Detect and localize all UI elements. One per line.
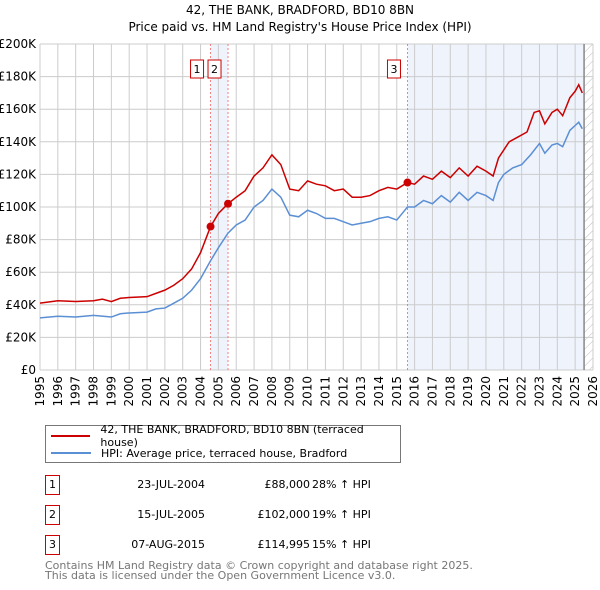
chart-title: 42, THE BANK, BRADFORD, BD10 8BN [186, 3, 414, 17]
sale-price: £102,000 [257, 508, 311, 521]
x-tick-label: 1996 [51, 376, 65, 407]
x-tick-label: 2007 [247, 376, 261, 407]
red-line-swatch [51, 435, 91, 437]
x-tick-label: 2025 [568, 376, 582, 407]
footer: Contains HM Land Registry data © Crown c… [45, 559, 473, 582]
sale-row: 2 15-JUL-2005 £102,000 19% ↑ HPI [45, 505, 445, 525]
y-tick-label: £200K [0, 37, 37, 51]
x-tick-label: 2011 [318, 376, 332, 407]
x-tick-label: 2020 [479, 376, 493, 407]
sale-price: £114,995 [257, 538, 311, 551]
sale-marker-label: 2 [211, 63, 218, 76]
series-line [39, 83, 583, 304]
x-tick-label: 2017 [425, 376, 439, 407]
x-tick-label: 2006 [229, 376, 243, 407]
y-tick-label: £60K [5, 265, 37, 279]
series-line [39, 121, 583, 319]
y-tick-label: £160K [0, 102, 37, 116]
x-tick-label: 2023 [532, 376, 546, 407]
y-tick-label: £100K [0, 200, 37, 214]
sale-marker-box [190, 59, 205, 79]
legend-item-hpi: HPI: Average price, terraced house, Brad… [46, 445, 347, 461]
footer-copyright: Contains HM Land Registry data © Crown c… [45, 559, 473, 572]
legend-item-property: 42, THE BANK, BRADFORD, BD10 8BN (terrac… [46, 423, 400, 449]
x-tick-label: 2016 [408, 376, 422, 407]
legend: 42, THE BANK, BRADFORD, BD10 8BN (terrac… [45, 423, 401, 463]
sale-date: 23-JUL-2004 [137, 478, 205, 491]
sale-marker-badge: 3 [45, 535, 60, 555]
x-tick-label: 2013 [354, 376, 368, 407]
x-tick-label: 2002 [158, 376, 172, 407]
x-tick-label: 2015 [390, 376, 404, 407]
sale-price: £88,000 [264, 478, 311, 491]
sale-marker-box [386, 59, 401, 79]
sale-marker-label: 3 [390, 63, 397, 76]
x-tick-label: 2004 [194, 376, 208, 407]
sale-row: 3 07-AUG-2015 £114,995 15% ↑ HPI [45, 535, 445, 555]
sale-marker-box [207, 59, 222, 79]
x-tick-label: 2022 [515, 376, 529, 407]
x-tick-label: 1999 [104, 376, 118, 407]
x-tick-label: 2009 [283, 376, 297, 407]
sale-marker-badge: 1 [45, 475, 60, 495]
sale-date: 07-AUG-2015 [131, 538, 205, 551]
y-tick-label: £0 [21, 363, 36, 377]
y-tick-label: £120K [0, 167, 37, 181]
x-tick-label: 2021 [497, 376, 511, 407]
x-tick-label: 1995 [33, 376, 47, 407]
x-tick-label: 1997 [69, 376, 83, 407]
x-tick-label: 2014 [372, 376, 386, 407]
y-tick-label: £140K [0, 135, 37, 149]
x-tick-label: 2024 [550, 376, 564, 407]
y-tick-label: £80K [5, 233, 37, 247]
x-tick-label: 1998 [87, 376, 101, 407]
x-tick-label: 2010 [301, 376, 315, 407]
sale-point [206, 222, 215, 231]
x-tick-label: 2001 [140, 376, 154, 407]
y-tick-label: £180K [0, 70, 37, 84]
sale-hpi: 19% ↑ HPI [312, 508, 371, 521]
legend-label: HPI: Average price, terraced house, Brad… [101, 446, 348, 460]
y-tick-label: £20K [5, 330, 37, 344]
sale-hpi: 28% ↑ HPI [312, 478, 371, 491]
x-tick-label: 2003 [176, 376, 190, 407]
y-tick-label: £40K [5, 298, 37, 312]
x-tick-label: 2026 [586, 376, 600, 407]
x-tick-label: 2019 [461, 376, 475, 407]
sale-point [224, 199, 233, 208]
chart-subtitle: Price paid vs. HM Land Registry's House … [128, 20, 471, 34]
sale-marker-label: 1 [194, 63, 201, 76]
legend-label: 42, THE BANK, BRADFORD, BD10 8BN (terrac… [100, 423, 364, 449]
blue-line-swatch [51, 452, 91, 454]
sale-hpi: 15% ↑ HPI [312, 538, 371, 551]
x-tick-label: 2008 [265, 376, 279, 407]
sale-point [403, 178, 412, 187]
sale-date: 15-JUL-2005 [137, 508, 205, 521]
price-chart: 42, THE BANK, BRADFORD, BD10 8BN Price p… [0, 3, 600, 407]
sale-row: 1 23-JUL-2004 £88,000 28% ↑ HPI [45, 475, 445, 495]
x-tick-label: 2005 [211, 376, 225, 407]
sale-marker-badge: 2 [45, 505, 60, 525]
x-tick-label: 2018 [443, 376, 457, 407]
x-tick-label: 2012 [336, 376, 350, 407]
x-tick-label: 2000 [122, 376, 136, 407]
footer-licence: This data is licensed under the Open Gov… [45, 569, 396, 582]
